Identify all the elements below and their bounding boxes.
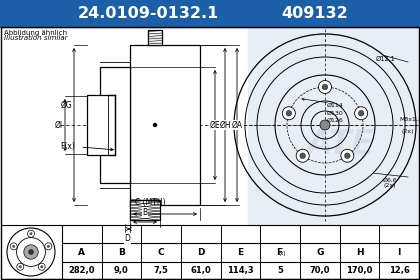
Circle shape [300,153,305,158]
Circle shape [344,153,350,158]
Text: ØE: ØE [210,120,221,129]
Circle shape [29,232,32,235]
Text: 61,0: 61,0 [190,266,211,275]
Text: Ø130: Ø130 [327,111,344,115]
Circle shape [47,245,50,248]
Circle shape [40,265,43,268]
Text: E: E [237,248,244,257]
Bar [130,200,160,220]
Text: (2x): (2x) [401,129,414,134]
Circle shape [282,107,295,120]
Text: 409132: 409132 [282,6,348,22]
Circle shape [45,243,52,250]
Text: ØA: ØA [231,120,243,129]
Circle shape [24,245,38,259]
Text: 282,0: 282,0 [68,266,95,275]
Text: C: C [158,248,165,257]
Circle shape [322,84,328,90]
Text: F(x): F(x) [60,143,75,151]
Circle shape [12,245,15,248]
Text: ØI: ØI [55,120,63,129]
Text: I: I [397,248,401,257]
Text: Ø6,6: Ø6,6 [383,178,398,183]
Text: B: B [118,248,125,257]
Text: Ø12,1: Ø12,1 [376,56,396,62]
Circle shape [354,107,368,120]
Circle shape [286,110,291,116]
Text: ØH: ØH [219,120,231,129]
Circle shape [17,263,24,270]
Circle shape [318,81,331,94]
Text: B: B [142,208,147,217]
Circle shape [341,149,354,162]
Text: (x): (x) [279,251,286,256]
Text: Ø114: Ø114 [327,102,344,108]
Text: Ø126: Ø126 [327,118,344,123]
Text: 9,0: 9,0 [114,266,129,275]
Text: 24.0109-0132.1: 24.0109-0132.1 [77,6,219,22]
Text: D: D [125,234,131,243]
Text: 70,0: 70,0 [310,266,330,275]
Text: 12,6: 12,6 [389,266,410,275]
Bar [100,67,130,183]
Text: ATE: ATE [306,129,374,162]
Bar [148,30,162,45]
Bar [130,45,200,205]
Text: M8x1,25: M8x1,25 [399,117,420,122]
Circle shape [296,149,309,162]
Circle shape [10,243,17,250]
Text: (2x): (2x) [383,183,396,188]
Text: 114,3: 114,3 [227,266,254,275]
Circle shape [28,249,34,255]
Text: C (MTH): C (MTH) [135,198,165,207]
Bar [1,27,419,225]
Bar [0,0,420,27]
Text: A: A [79,248,85,257]
Circle shape [320,120,330,130]
Bar [87,95,115,155]
Text: D: D [197,248,205,257]
Text: 7,5: 7,5 [154,266,168,275]
Text: Illustration similar: Illustration similar [4,35,68,41]
Circle shape [358,110,364,116]
Text: F: F [276,248,282,257]
Circle shape [27,230,34,237]
Text: G: G [316,248,323,257]
Circle shape [153,123,157,127]
Bar [248,27,419,225]
Text: Abbildung ähnlich: Abbildung ähnlich [4,30,67,36]
Text: ØG: ØG [60,101,72,109]
Circle shape [19,265,22,268]
Text: 5: 5 [277,266,283,275]
Text: H: H [356,248,363,257]
Text: 170,0: 170,0 [346,266,373,275]
Circle shape [38,263,45,270]
